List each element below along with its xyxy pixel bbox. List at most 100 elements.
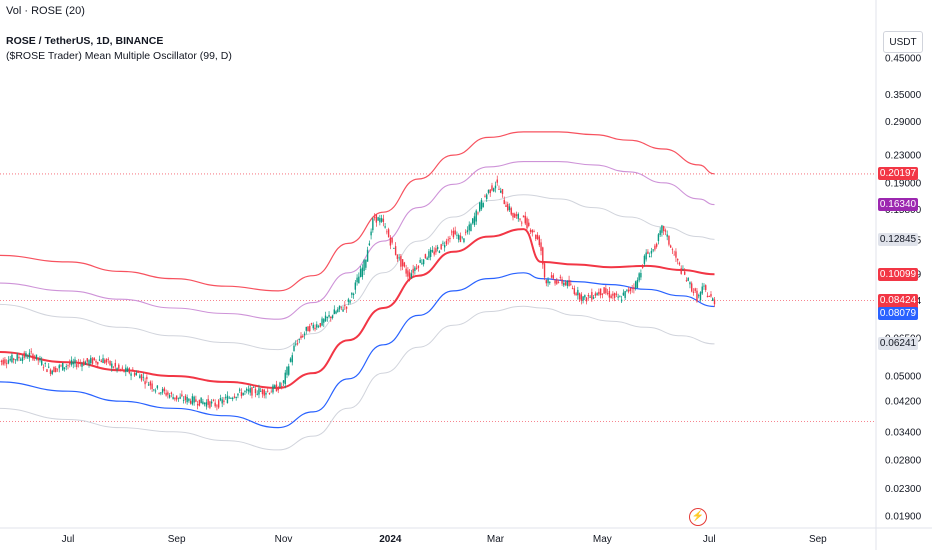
lightning-icon[interactable]: ⚡ (689, 508, 707, 526)
candle-body (154, 390, 157, 392)
candle-body (111, 363, 113, 368)
candle-body (25, 352, 27, 357)
candle-body (76, 364, 78, 368)
candle-body (421, 262, 423, 264)
price-badge: 0.12845 (878, 232, 918, 246)
date-tick-label: Jul (703, 534, 716, 545)
candle-body (184, 395, 187, 400)
volume-indicator-label[interactable]: Vol · ROSE (20) (6, 5, 85, 17)
candle-body (149, 381, 152, 386)
candle-body (130, 373, 132, 376)
date-tick-label: Sep (168, 534, 186, 545)
candle-body (401, 259, 404, 267)
candle-body (196, 404, 199, 406)
candle-body (104, 359, 106, 364)
candle-body (221, 399, 223, 404)
price-badge: 0.06241 (878, 337, 918, 351)
candle-body (705, 285, 707, 291)
candle-body (669, 245, 672, 248)
candle-body (524, 215, 526, 224)
candle-body (531, 230, 533, 233)
indicator-title[interactable]: ($ROSE Trader) Mean Multiple Oscillator … (6, 50, 232, 62)
candle-body (296, 343, 299, 345)
candle-body (84, 361, 87, 365)
candle-body (472, 218, 474, 224)
candle-body (405, 268, 407, 274)
candle-body (622, 292, 625, 296)
candle-body (568, 279, 570, 286)
price-tick-label: 0.05000 (885, 371, 922, 382)
price-tick-label: 0.45000 (885, 54, 922, 65)
candle-body (713, 299, 716, 305)
candle-body (696, 290, 698, 302)
candle-body (384, 226, 386, 228)
candle-body (238, 389, 241, 391)
candle-body (666, 234, 668, 237)
candle-body (251, 387, 253, 396)
candle-body (139, 375, 141, 379)
candle-body (309, 325, 311, 332)
candle-body (216, 405, 218, 407)
candle-body (109, 360, 111, 366)
candle-body (195, 399, 197, 402)
candle-body (687, 277, 689, 281)
candle-body (655, 243, 658, 247)
candle-body (412, 268, 414, 273)
candle-body (578, 293, 581, 300)
candle-body (415, 267, 418, 269)
candle-body (589, 296, 591, 298)
candle-body (172, 396, 174, 400)
candle-body (295, 343, 297, 345)
candle-body (168, 394, 171, 398)
candle-body (300, 335, 302, 339)
candle-body (51, 370, 53, 374)
candle-body (256, 393, 258, 395)
candle-body (37, 357, 39, 361)
candle-body (88, 360, 90, 365)
candle-body (559, 276, 562, 278)
candle-body (422, 259, 425, 265)
candle-body (552, 275, 555, 279)
candle-body (435, 248, 437, 253)
candle-body (498, 188, 500, 190)
candle-body (463, 238, 465, 243)
candle-body (342, 309, 344, 312)
candle-body (489, 189, 491, 194)
candle-body (170, 392, 173, 395)
candle-body (570, 283, 572, 285)
candle-body (330, 316, 332, 318)
candle-body (475, 210, 477, 222)
candle-body (470, 223, 472, 231)
candle-body (281, 386, 283, 387)
candle-body (505, 205, 507, 207)
currency-selector[interactable]: USDT (883, 31, 923, 53)
candle-body (137, 372, 139, 374)
candle-body (370, 231, 372, 236)
candle-body (601, 293, 604, 295)
candle-body (261, 389, 264, 395)
candle-body (361, 267, 364, 277)
candle-body (349, 300, 351, 303)
candle-body (536, 234, 539, 240)
candle-body (316, 324, 318, 328)
candle-body (479, 202, 481, 212)
candle-body (407, 270, 409, 277)
candle-body (125, 367, 127, 373)
candle-body (366, 249, 369, 262)
candle-body (298, 339, 300, 340)
candle-body (12, 358, 15, 361)
candle-body (636, 279, 639, 288)
candle-body (319, 323, 321, 327)
candle-body (7, 360, 10, 364)
candle-body (244, 391, 246, 392)
candle-body (428, 251, 430, 258)
candle-body (575, 293, 577, 296)
candle-body (105, 359, 108, 363)
symbol-title[interactable]: ROSE / TetherUS, 1D, BINANCE (6, 35, 164, 47)
candle-body (0, 360, 3, 362)
candle-body (500, 190, 502, 193)
candle-body (596, 293, 598, 296)
candle-body (372, 218, 374, 231)
chart-legend: ROSE / TetherUS, 1D, BINANCE ($ROSE Trad… (6, 34, 232, 64)
